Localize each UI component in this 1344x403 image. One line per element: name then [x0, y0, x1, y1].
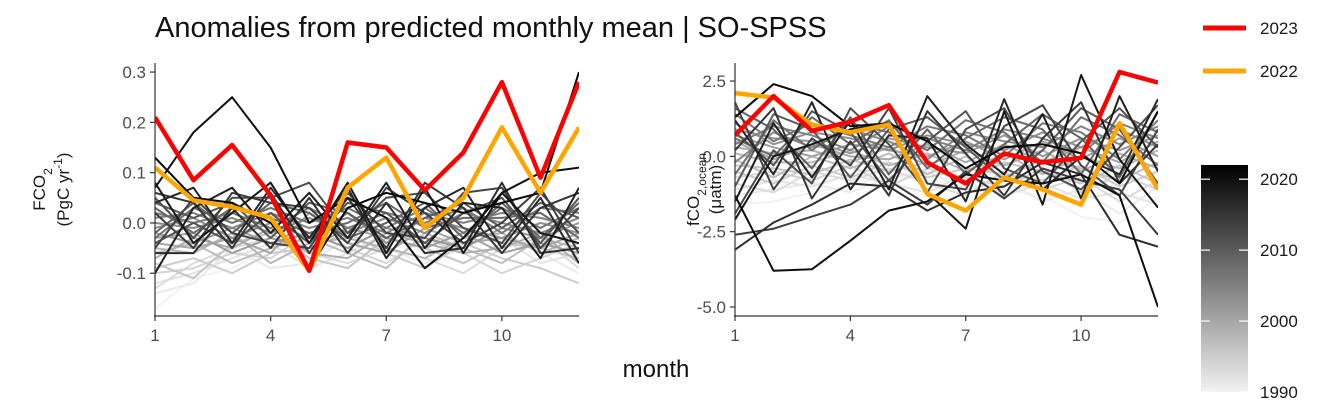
series-line-2022	[735, 90, 1158, 213]
y-tick-label: 0.0	[702, 147, 726, 166]
series-line-2018	[155, 181, 579, 274]
x-tick-label: 4	[846, 326, 855, 345]
plot-area	[735, 69, 1158, 308]
series-line-2001	[735, 134, 1158, 161]
series-line-2001	[155, 227, 579, 255]
series-line-2023	[735, 69, 1158, 186]
x-tick-label: 7	[961, 326, 970, 345]
legend-label-2023: 2023	[1260, 19, 1298, 38]
plot-area	[155, 71, 579, 310]
colorbar-label-2020: 2020	[1260, 170, 1298, 189]
series-line-2013	[155, 186, 579, 250]
series-line-2021	[735, 83, 1158, 185]
chart-title: Anomalies from predicted monthly mean | …	[155, 12, 827, 44]
y-axis-label: FCO2	[30, 168, 55, 211]
series-line-2022	[155, 125, 579, 273]
y-axis-label: fCO2,ocean	[684, 153, 709, 226]
series-line-2016	[155, 181, 579, 255]
series-line-2023	[155, 79, 579, 273]
y-axis-unit-label: (μatm)	[706, 165, 725, 214]
y-tick-label: 0.2	[122, 113, 146, 132]
x-tick-label: 1	[730, 326, 739, 345]
x-tick-label: 4	[266, 326, 275, 345]
series-line-1990	[735, 173, 1158, 224]
chart-panel-fco2-ocean: -5.0 -2.5 0.0 2.5 1 4 7 10 fCO2,ocean(μatm)	[684, 63, 1158, 345]
y-tick-label: 0.3	[122, 63, 146, 82]
series-line-1999	[735, 146, 1158, 173]
x-axis-label: month	[622, 356, 690, 383]
y-tick-label: -0.1	[117, 264, 146, 283]
y-axis-unit-label: (PgC yr-1)	[51, 153, 73, 227]
series-line-1994	[155, 232, 579, 275]
series-line-2018	[735, 95, 1158, 202]
x-tick-label: 10	[1072, 326, 1091, 345]
series-line-2021	[155, 71, 579, 270]
y-tick-label: 0.1	[122, 164, 146, 183]
y-tick-label: -5.0	[697, 298, 726, 317]
series-line-1997	[155, 232, 579, 270]
series-line-2019	[735, 74, 1158, 230]
y-tick-label: 0.0	[122, 214, 146, 233]
series-line-2020	[735, 173, 1158, 308]
legend-label-2022: 2022	[1260, 62, 1298, 81]
colorbar-label-2010: 2010	[1260, 241, 1298, 260]
colorbar-label-2000: 2000	[1260, 312, 1298, 331]
x-tick-label: 7	[382, 326, 391, 345]
y-tick-label: -2.5	[697, 223, 726, 242]
series-line-2020	[155, 96, 579, 270]
colorbar	[1201, 165, 1248, 392]
series-line-2017	[155, 186, 579, 264]
chart-panel-fco2: -0.1 0.0 0.1 0.2 0.3 1 4 7 10 FCO2 (PgC yr-1)	[30, 63, 579, 345]
legend: 2023 2022 2020 2010 2000 1990	[1201, 19, 1298, 402]
y-tick-label: 2.5	[702, 72, 726, 91]
series-line-2019	[155, 181, 579, 255]
series-line-2015	[735, 101, 1158, 200]
colorbar-label-1990: 1990	[1260, 383, 1298, 402]
x-tick-label: 10	[492, 326, 511, 345]
x-tick-label: 1	[150, 326, 159, 345]
